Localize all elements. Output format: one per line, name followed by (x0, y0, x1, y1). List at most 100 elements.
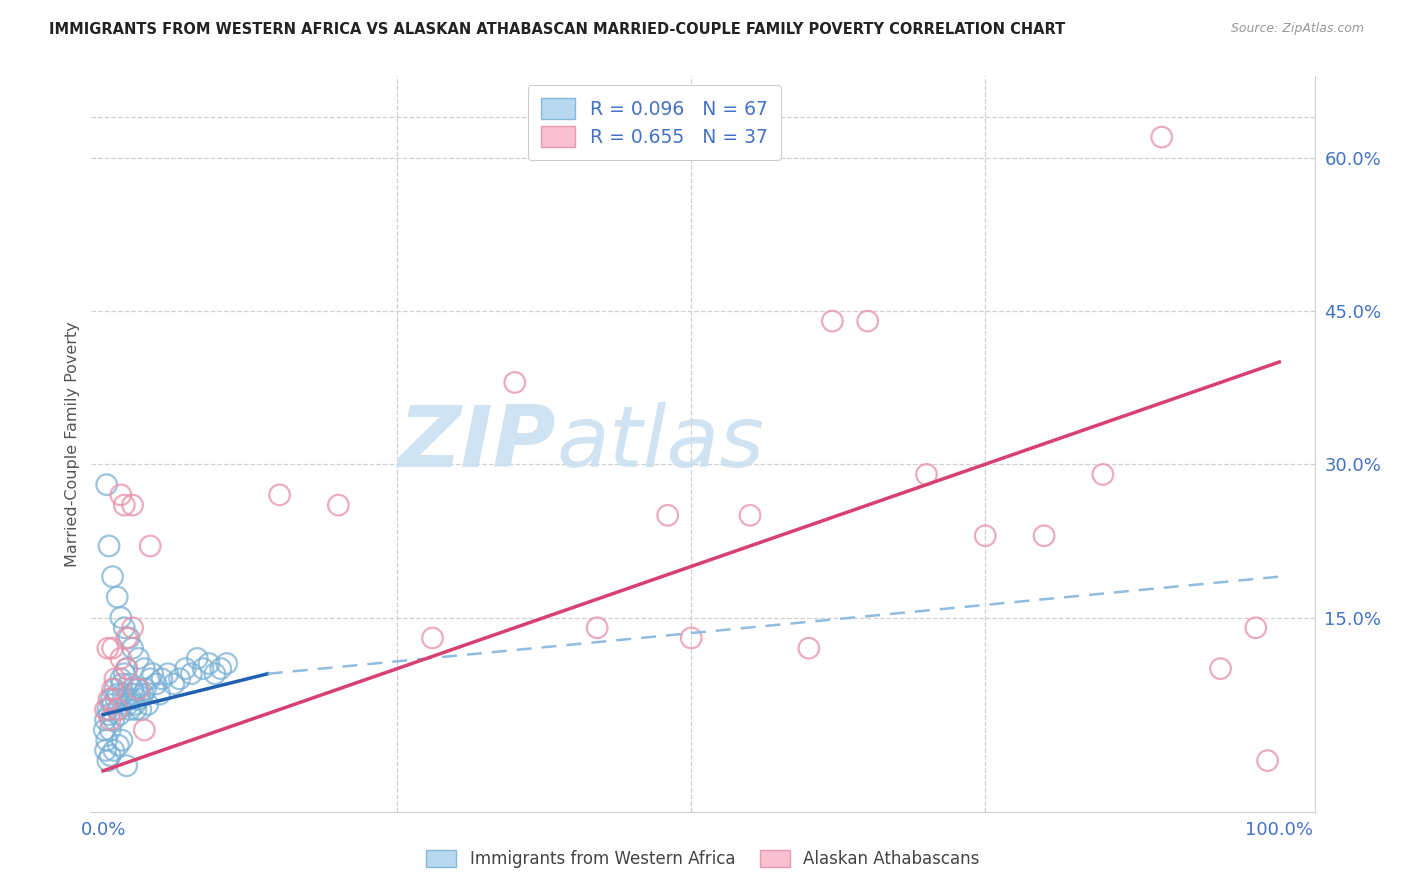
Point (120, 692, 142, 706)
Point (328, 498, 350, 512)
Point (111, 677, 134, 691)
Point (94, 743, 117, 757)
Point (127, 651, 149, 665)
Point (103, 713, 125, 727)
Point (121, 498, 143, 512)
Point (110, 488, 132, 502)
Text: IMMIGRANTS FROM WESTERN AFRICA VS ALASKAN ATHABASCAN MARRIED-COUPLE FAMILY POVER: IMMIGRANTS FROM WESTERN AFRICA VS ALASKA… (49, 22, 1066, 37)
Point (105, 692, 128, 706)
Point (797, 641, 820, 656)
Point (98, 539, 121, 553)
Point (98, 723, 121, 737)
Point (124, 698, 146, 712)
Point (107, 739, 129, 753)
Point (121, 682, 143, 697)
Point (209, 662, 232, 676)
Point (96, 733, 118, 747)
Y-axis label: Married-Couple Family Poverty: Married-Couple Family Poverty (65, 321, 80, 566)
Point (586, 621, 609, 635)
Point (269, 488, 291, 502)
Point (97, 641, 120, 656)
Point (215, 657, 238, 671)
Point (107, 702, 129, 716)
Point (110, 672, 132, 686)
Point (98, 707, 121, 722)
Point (134, 682, 156, 697)
Point (98, 692, 121, 706)
Point (738, 508, 761, 523)
Point (114, 692, 136, 706)
Point (98, 748, 121, 763)
Point (915, 467, 938, 482)
Point (94, 702, 117, 716)
Point (122, 687, 145, 701)
Point (98, 713, 121, 727)
Point (110, 610, 132, 624)
Point (129, 702, 152, 716)
Point (127, 682, 149, 697)
Point (503, 376, 526, 390)
Text: atlas: atlas (557, 402, 765, 485)
Point (125, 702, 148, 716)
Point (104, 672, 127, 686)
Point (1209, 662, 1232, 676)
Text: Source: ZipAtlas.com: Source: ZipAtlas.com (1230, 22, 1364, 36)
Point (105, 687, 128, 701)
Point (115, 662, 138, 676)
Point (112, 687, 135, 701)
Point (821, 314, 844, 328)
Point (856, 314, 879, 328)
Text: ZIP: ZIP (398, 402, 557, 485)
Point (139, 539, 162, 553)
Point (1091, 467, 1114, 482)
Point (198, 657, 221, 671)
Point (108, 707, 131, 722)
Point (105, 590, 128, 604)
Point (121, 621, 143, 635)
Point (134, 662, 156, 676)
Point (101, 682, 124, 697)
Point (118, 631, 141, 645)
Point (150, 672, 173, 686)
Point (101, 641, 124, 656)
Point (1244, 621, 1267, 635)
Point (105, 702, 128, 716)
Point (174, 662, 197, 676)
Point (93, 723, 115, 737)
Point (96, 477, 118, 491)
Point (139, 672, 162, 686)
Point (112, 498, 135, 512)
Point (134, 723, 156, 737)
Point (145, 677, 167, 691)
Point (1150, 130, 1173, 145)
Point (136, 698, 159, 712)
Legend: Immigrants from Western Africa, Alaskan Athabascans: Immigrants from Western Africa, Alaskan … (419, 843, 987, 875)
Point (422, 631, 444, 645)
Point (120, 702, 142, 716)
Point (111, 733, 134, 747)
Point (191, 662, 214, 676)
Point (141, 666, 163, 681)
Point (115, 758, 138, 772)
Point (121, 641, 143, 656)
Point (974, 529, 997, 543)
Point (104, 682, 127, 697)
Point (163, 677, 186, 691)
Point (169, 672, 191, 686)
Point (112, 621, 135, 635)
Point (204, 666, 226, 681)
Point (657, 508, 679, 523)
Point (127, 692, 149, 706)
Point (127, 682, 149, 697)
Point (186, 651, 208, 665)
Point (103, 743, 125, 757)
Point (97, 754, 120, 768)
Point (132, 687, 155, 701)
Point (100, 692, 122, 706)
Point (101, 569, 124, 583)
Point (117, 698, 139, 712)
Point (115, 662, 138, 676)
Point (101, 698, 124, 712)
Point (149, 687, 172, 701)
Legend: R = 0.096   N = 67, R = 0.655   N = 37: R = 0.096 N = 67, R = 0.655 N = 37 (527, 86, 780, 160)
